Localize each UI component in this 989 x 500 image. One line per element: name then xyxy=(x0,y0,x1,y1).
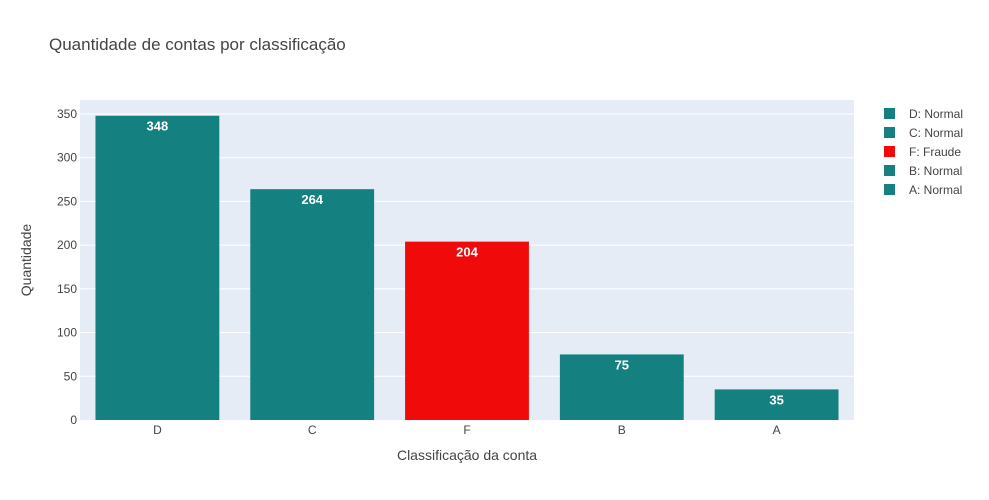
legend-swatch xyxy=(884,184,895,195)
y-axis-ticks: 0 50 100 150 200 250 300 350 xyxy=(57,107,77,427)
y-tick-label: 350 xyxy=(57,107,77,121)
y-tick-label: 300 xyxy=(57,151,77,165)
bar-D[interactable] xyxy=(95,115,220,420)
x-tick-label: C xyxy=(308,423,317,437)
legend-label: A: Normal xyxy=(909,183,962,197)
bar-value-label: 35 xyxy=(769,392,783,407)
legend-item[interactable]: F: Fraude xyxy=(884,145,961,159)
x-tick-label: B xyxy=(618,423,626,437)
y-tick-label: 150 xyxy=(57,282,77,296)
bar-B[interactable] xyxy=(559,354,684,420)
bar-value-label: 264 xyxy=(301,192,323,207)
y-tick-label: 50 xyxy=(64,369,78,383)
legend-label: D: Normal xyxy=(909,107,963,121)
x-tick-label: F xyxy=(463,423,470,437)
legend-swatch xyxy=(884,108,895,119)
bar-value-label: 204 xyxy=(456,245,478,260)
legend: D: Normal C: Normal F: Fraude B: Normal A: N… xyxy=(884,107,963,197)
bars: 348 264 204 75 35 xyxy=(95,115,839,420)
legend-label: F: Fraude xyxy=(909,145,961,159)
legend-item[interactable]: B: Normal xyxy=(884,164,962,178)
legend-swatch xyxy=(884,127,895,138)
bar-value-label: 75 xyxy=(615,357,629,372)
y-tick-label: 200 xyxy=(57,238,77,252)
y-tick-label: 250 xyxy=(57,194,77,208)
legend-label: C: Normal xyxy=(909,126,963,140)
legend-item[interactable]: C: Normal xyxy=(884,126,963,140)
bar-value-label: 348 xyxy=(147,119,169,134)
legend-swatch xyxy=(884,146,895,157)
legend-swatch xyxy=(884,165,895,176)
y-axis-title: Quantidade xyxy=(18,224,34,297)
bar-F[interactable] xyxy=(405,241,529,420)
chart-title: Quantidade de contas por classificação xyxy=(49,35,346,54)
legend-label: B: Normal xyxy=(909,164,962,178)
x-axis-title: Classificação da conta xyxy=(397,447,537,463)
y-tick-label: 0 xyxy=(70,413,77,427)
legend-item[interactable]: A: Normal xyxy=(884,183,962,197)
x-tick-label: A xyxy=(773,423,781,437)
legend-item[interactable]: D: Normal xyxy=(884,107,963,121)
x-tick-label: D xyxy=(153,423,162,437)
y-tick-label: 100 xyxy=(57,326,77,340)
bar-A[interactable] xyxy=(714,389,839,420)
bar-C[interactable] xyxy=(250,189,375,420)
